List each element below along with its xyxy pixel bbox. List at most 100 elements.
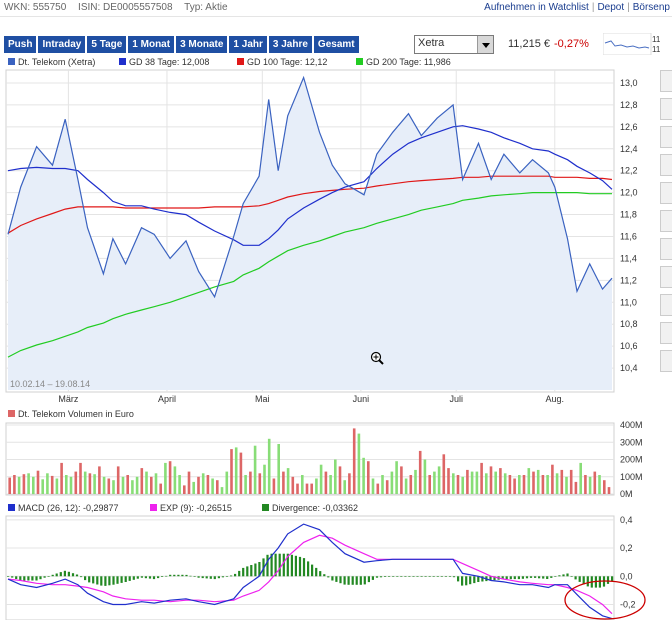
divergence-bar	[108, 576, 111, 586]
divergence-bar	[384, 576, 387, 577]
volume-bar	[22, 474, 26, 494]
tab-1-jahr[interactable]: 1 Jahr	[229, 36, 267, 53]
volume-bar	[150, 476, 153, 495]
legend-entry: GD 100 Tage: 12,12	[247, 57, 327, 67]
bar-chart-icon[interactable]	[660, 70, 672, 92]
volume-bar	[452, 473, 455, 494]
volume-bar	[41, 479, 44, 494]
divergence-bar	[550, 576, 553, 578]
volume-bar	[513, 478, 516, 494]
divergence-bar	[7, 576, 10, 577]
price-x-tick-label: Aug.	[546, 394, 565, 404]
volume-bar	[343, 480, 346, 494]
divergence-bar	[335, 576, 338, 582]
top-bar: WKN: 555750 ISIN: DE0005557508 Typ: Akti…	[0, 0, 672, 17]
volume-bar	[414, 469, 417, 494]
divergence-bar	[517, 576, 520, 580]
tab-push[interactable]: Push	[4, 36, 37, 53]
price-y-tick-label: 11,6	[620, 231, 637, 241]
divergence-bar	[367, 576, 370, 583]
divergence-bar	[351, 576, 354, 585]
close-icon[interactable]	[660, 322, 672, 344]
tab-3-jahre[interactable]: 3 Jahre	[268, 36, 312, 53]
volume-bar	[527, 468, 531, 494]
divergence-bar	[582, 576, 585, 585]
volume-bar	[121, 476, 125, 495]
header-links: Aufnehmen in Watchlist | Depot | Börsenp	[484, 2, 670, 13]
macd-y-tick-label: -0,2	[620, 599, 636, 609]
divergence-bar	[525, 576, 529, 579]
divergence-bar	[205, 576, 208, 579]
zoom-in-icon[interactable]	[660, 182, 672, 204]
divergence-bar	[47, 576, 50, 577]
macd-y-tick-label: 0,0	[620, 571, 633, 581]
mini-chart[interactable]: 11 11	[603, 33, 663, 55]
divergence-bar	[323, 574, 326, 577]
divergence-bar	[100, 576, 103, 586]
volume-bar	[395, 461, 398, 494]
save-icon[interactable]	[660, 294, 672, 316]
volume-bar	[206, 475, 210, 494]
divergence-bar	[359, 576, 362, 585]
divergence-bar	[234, 573, 237, 577]
price-x-tick-label: Mai	[255, 394, 270, 404]
divergence-bar	[416, 576, 419, 577]
divergence-bar	[534, 576, 537, 578]
volume-bar	[17, 476, 21, 495]
volume-bar	[475, 471, 479, 494]
tab-gesamt[interactable]: Gesamt	[313, 36, 359, 53]
volume-bar	[485, 473, 488, 494]
divergence-bar	[578, 576, 581, 582]
volume-bar	[65, 475, 68, 494]
divergence-bar	[420, 576, 423, 577]
volume-bar	[603, 480, 606, 494]
divergence-bar	[43, 576, 46, 578]
legend-entry: Dt. Telekom (Xetra)	[18, 57, 95, 67]
exchange-select[interactable]: Xetra	[414, 35, 494, 54]
volume-y-tick-label: 0M	[620, 489, 633, 499]
clock-icon[interactable]	[660, 98, 672, 120]
depot-link[interactable]: Depot	[597, 2, 625, 13]
divergence-bar	[242, 567, 245, 577]
volume-bar	[423, 459, 427, 494]
volume-bar	[69, 476, 73, 495]
tab-1-monat[interactable]: 1 Monat	[128, 36, 175, 53]
print-icon[interactable]	[660, 266, 672, 288]
divergence-bar	[489, 576, 492, 581]
volume-bar	[418, 450, 422, 494]
divergence-bar	[290, 554, 293, 577]
volume-bar	[272, 478, 276, 494]
pencil-icon[interactable]	[660, 154, 672, 176]
divergence-bar	[258, 562, 261, 577]
volume-bar	[329, 475, 332, 494]
volume-bar	[362, 457, 365, 494]
divergence-bar	[363, 576, 366, 585]
tab-intraday[interactable]: Intraday	[38, 36, 86, 53]
tab-5-tage[interactable]: 5 Tage	[87, 36, 127, 53]
macd-y-tick-label: 0,4	[620, 515, 633, 525]
price-x-tick-label: März	[58, 394, 78, 404]
volume-bar	[211, 478, 214, 494]
play-icon[interactable]	[660, 238, 672, 260]
volume-bar	[352, 428, 356, 494]
price-x-tick-label: Juli	[449, 394, 463, 404]
divergence-bar	[197, 576, 200, 578]
volume-bar	[135, 476, 139, 495]
volume-bar	[296, 483, 299, 494]
zoom-out-icon[interactable]	[660, 210, 672, 232]
boersenplatz-link[interactable]: Börsenp	[632, 2, 670, 13]
zoom-icon[interactable]	[370, 351, 384, 365]
arrow-icon[interactable]	[660, 350, 672, 372]
tab-3-monate[interactable]: 3 Monate	[176, 36, 228, 53]
watchlist-link[interactable]: Aufnehmen in Watchlist	[484, 2, 589, 13]
gear-icon[interactable]	[660, 126, 672, 148]
divergence-bar	[181, 574, 184, 577]
chevron-down-icon[interactable]	[477, 36, 493, 53]
divergence-bar	[452, 576, 456, 578]
volume-bar	[55, 478, 59, 494]
divergence-bar	[481, 576, 484, 582]
divergence-bar	[23, 576, 26, 581]
divergence-bar	[104, 576, 107, 586]
volume-bar	[258, 473, 262, 494]
